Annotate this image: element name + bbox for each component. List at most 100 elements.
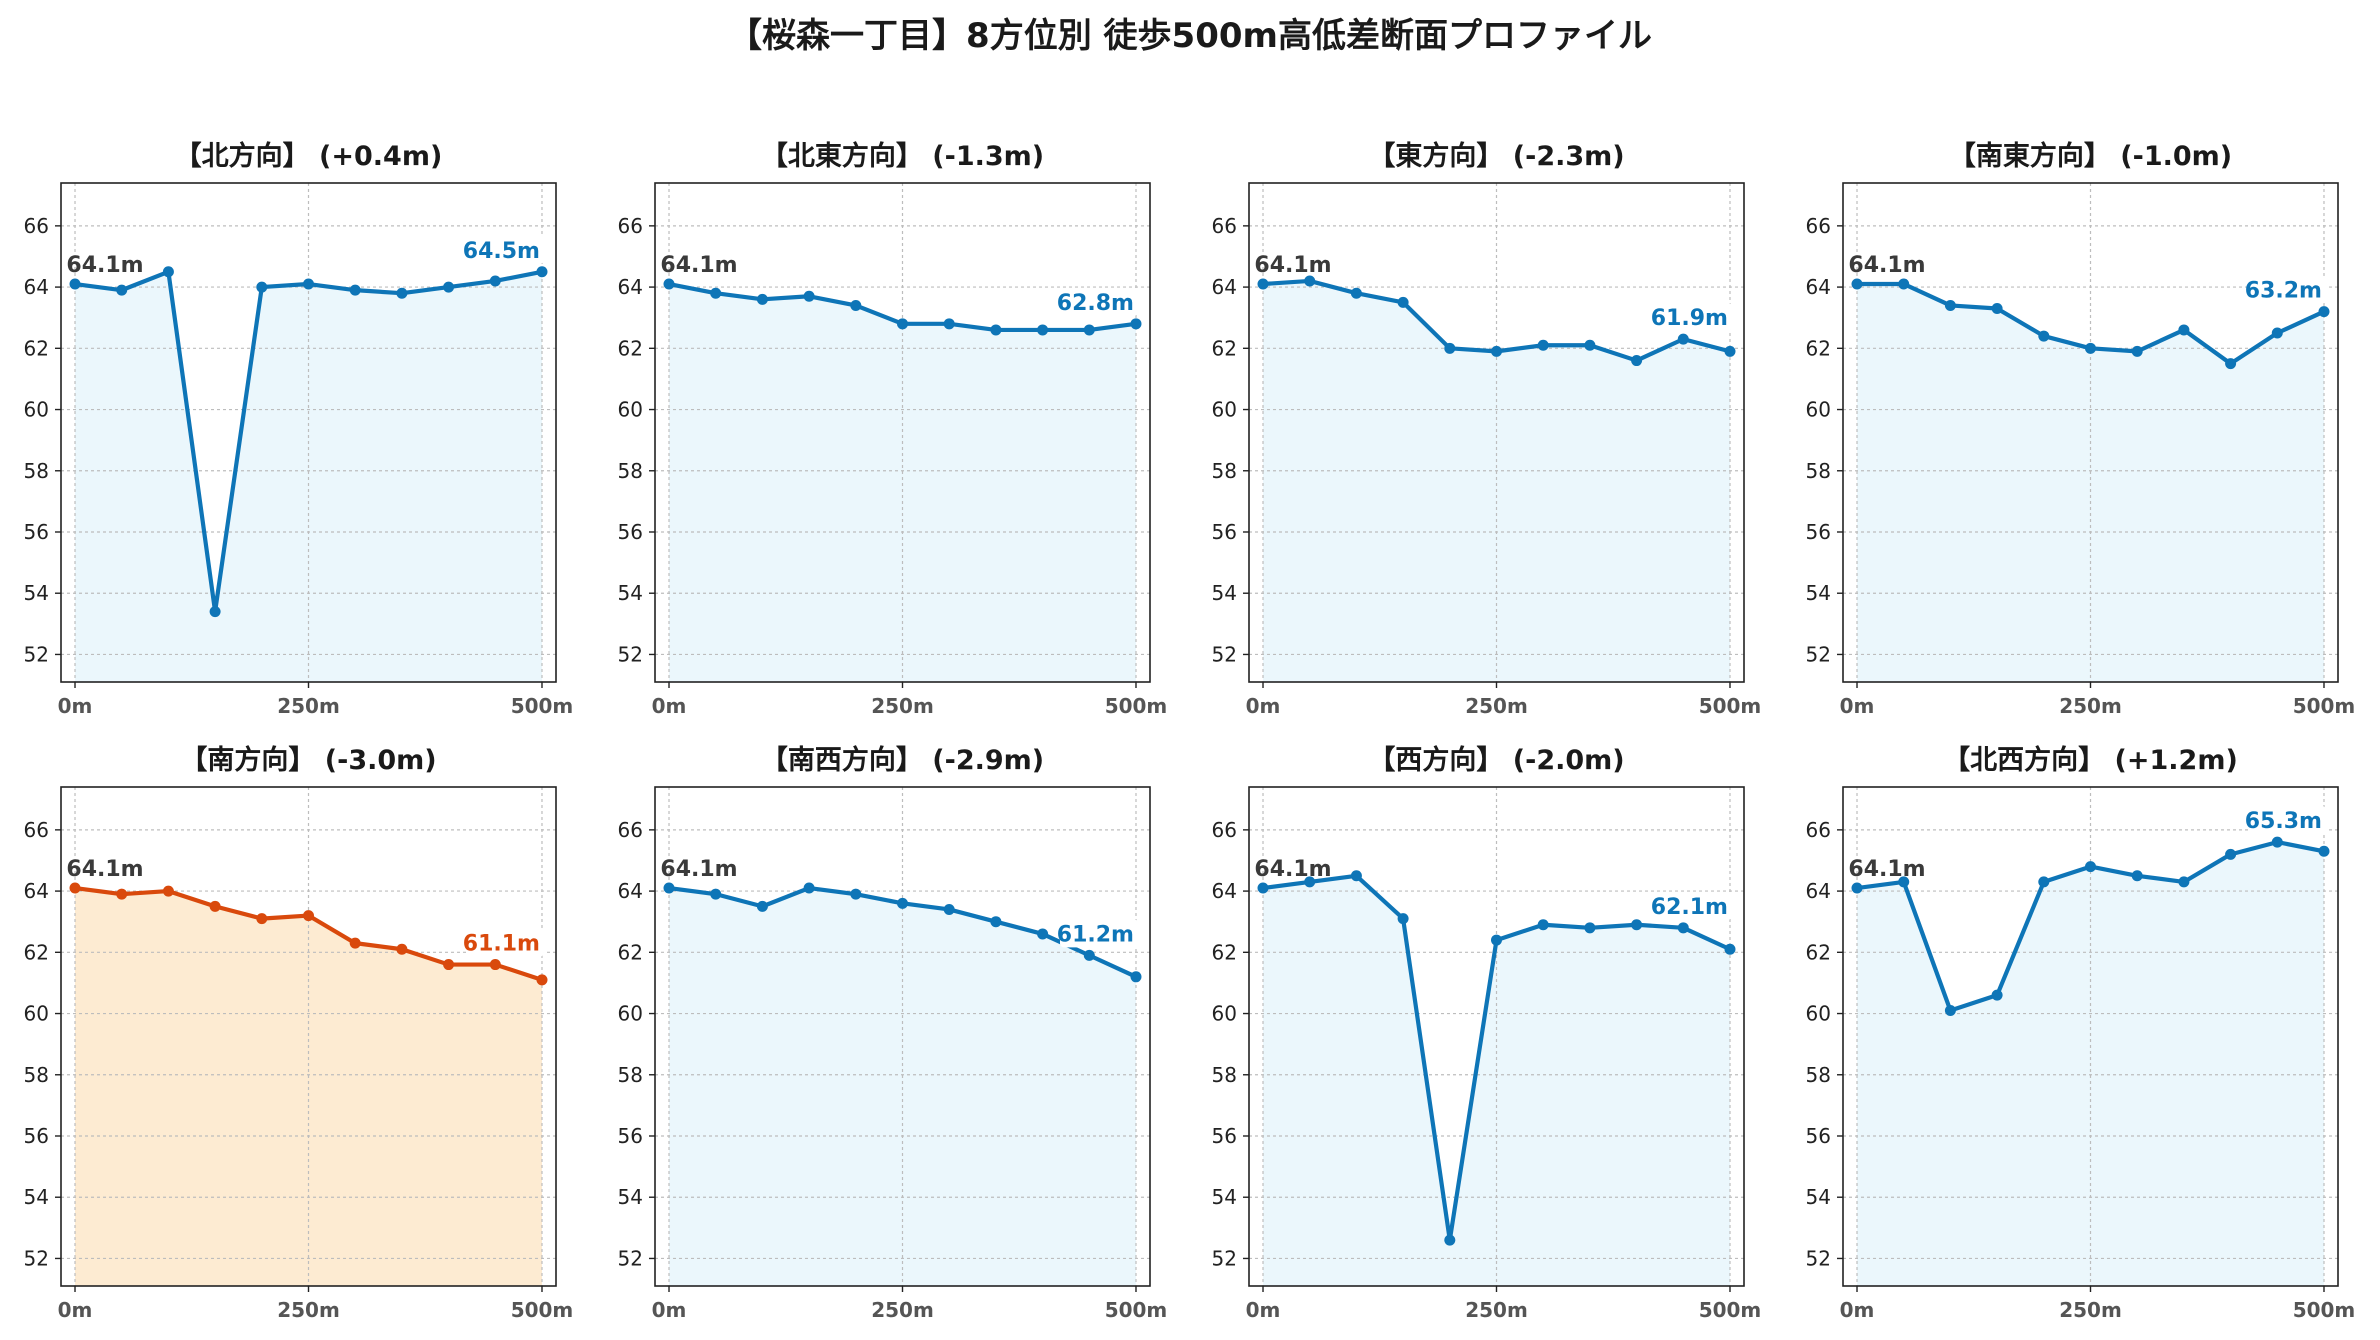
- y-tick-label: 66: [1806, 818, 1831, 842]
- data-point: [536, 266, 548, 278]
- data-point: [990, 324, 1002, 336]
- y-tick-label: 56: [1212, 520, 1237, 544]
- subplot-1: 【北東方向】 (-1.3m) 52 54 56 58 60 62 64 66 0m 250m 500m…: [618, 140, 1168, 718]
- start-elevation-label: 64.1m: [1848, 253, 1925, 278]
- data-point: [116, 888, 128, 900]
- x-tick-label: 250m: [277, 694, 340, 718]
- data-point: [2085, 861, 2096, 873]
- data-point: [1677, 922, 1689, 934]
- data-point: [443, 959, 455, 971]
- subplot-title: 【南東方向】 (-1.0m): [1949, 140, 2232, 172]
- y-tick-label: 54: [618, 1185, 643, 1209]
- data-point: [1083, 949, 1095, 961]
- y-tick-label: 60: [1212, 1002, 1237, 1026]
- start-elevation-label: 64.1m: [1848, 857, 1925, 882]
- data-point: [489, 275, 501, 287]
- x-tick-label: 500m: [1105, 1298, 1168, 1322]
- y-tick-label: 60: [618, 398, 643, 422]
- y-tick-label: 64: [1212, 879, 1237, 903]
- y-tick-label: 56: [1212, 1124, 1237, 1148]
- y-tick-label: 52: [24, 1246, 49, 1270]
- data-point: [1304, 275, 1316, 287]
- subplot-7: 【北西方向】 (+1.2m) 52 54 56 58 60 62 64 66 0m 250m 500m…: [1806, 744, 2356, 1322]
- data-point: [209, 900, 221, 912]
- y-tick-label: 56: [1806, 1124, 1831, 1148]
- y-tick-label: 64: [24, 275, 49, 299]
- start-elevation-label: 64.1m: [1254, 857, 1331, 882]
- y-tick-label: 64: [618, 879, 643, 903]
- data-point: [1350, 287, 1362, 299]
- end-label-bg: [465, 235, 544, 264]
- data-point: [897, 897, 908, 909]
- data-point: [162, 266, 174, 278]
- data-point: [2318, 306, 2330, 318]
- data-point: [1991, 303, 2003, 315]
- start-elevation-label: 64.1m: [660, 253, 737, 278]
- subplot-title: 【北東方向】 (-1.3m): [761, 140, 1044, 172]
- data-point: [1397, 296, 1409, 308]
- data-point: [2178, 324, 2190, 336]
- data-point: [1304, 876, 1316, 888]
- data-point: [1677, 333, 1689, 345]
- end-elevation-label: 63.2m: [2245, 279, 2322, 304]
- data-point: [209, 606, 221, 618]
- end-elevation-label: 65.3m: [2245, 809, 2322, 834]
- data-point: [2131, 870, 2143, 882]
- y-tick-label: 66: [1212, 818, 1237, 842]
- end-label-bg: [2247, 275, 2326, 304]
- start-elevation-label: 64.1m: [66, 253, 143, 278]
- data-point: [256, 913, 268, 925]
- data-point: [897, 318, 908, 330]
- y-tick-label: 64: [24, 879, 49, 903]
- y-tick-label: 60: [1806, 398, 1831, 422]
- end-elevation-label: 62.8m: [1057, 291, 1134, 316]
- y-tick-label: 52: [1212, 642, 1237, 666]
- y-tick-label: 62: [1212, 940, 1237, 964]
- data-point: [663, 278, 675, 290]
- y-tick-label: 62: [1806, 940, 1831, 964]
- data-point: [1898, 278, 1910, 290]
- subplot-3: 【南東方向】 (-1.0m) 52 54 56 58 60 62 64 66 0m 250m 500m…: [1806, 140, 2356, 718]
- figure-title: 【桜森一丁目】8方位別 徒歩500m高低差断面プロファイル: [728, 16, 1652, 56]
- x-tick-label: 250m: [871, 694, 934, 718]
- data-point: [1083, 324, 1095, 336]
- y-tick-label: 54: [618, 581, 643, 605]
- y-tick-label: 58: [1212, 459, 1237, 483]
- data-point: [943, 318, 955, 330]
- y-tick-label: 54: [24, 1185, 49, 1209]
- y-tick-label: 66: [24, 214, 49, 238]
- data-point: [1257, 882, 1269, 894]
- data-point: [1851, 882, 1863, 894]
- data-point: [489, 959, 501, 971]
- data-point: [1991, 989, 2003, 1001]
- y-tick-label: 54: [1212, 1185, 1237, 1209]
- y-tick-label: 58: [618, 459, 643, 483]
- y-tick-label: 58: [24, 459, 49, 483]
- end-elevation-label: 64.5m: [463, 239, 540, 264]
- y-tick-label: 60: [1806, 1002, 1831, 1026]
- y-tick-label: 64: [1212, 275, 1237, 299]
- x-tick-label: 0m: [652, 694, 687, 718]
- y-tick-label: 64: [1806, 275, 1831, 299]
- end-label-bg: [1653, 891, 1732, 920]
- y-tick-label: 58: [24, 1063, 49, 1087]
- x-tick-label: 0m: [1246, 1298, 1281, 1322]
- data-point: [1851, 278, 1863, 290]
- data-point: [1584, 339, 1596, 351]
- y-tick-label: 58: [1806, 459, 1831, 483]
- y-tick-label: 66: [1212, 214, 1237, 238]
- data-point: [1944, 1004, 1956, 1016]
- x-tick-label: 500m: [511, 1298, 574, 1322]
- data-point: [1037, 928, 1049, 940]
- data-point: [1257, 278, 1269, 290]
- end-label-bg: [2247, 806, 2326, 835]
- y-tick-label: 56: [618, 520, 643, 544]
- data-point: [1130, 971, 1142, 983]
- subplot-6: 【西方向】 (-2.0m) 52 54 56 58 60 62 64 66 0m 250m 500m 6…: [1212, 744, 1762, 1322]
- data-point: [1944, 299, 1956, 311]
- y-tick-label: 64: [618, 275, 643, 299]
- data-point: [2225, 848, 2237, 860]
- x-tick-label: 0m: [652, 1298, 687, 1322]
- y-tick-label: 62: [618, 940, 643, 964]
- y-tick-label: 54: [24, 581, 49, 605]
